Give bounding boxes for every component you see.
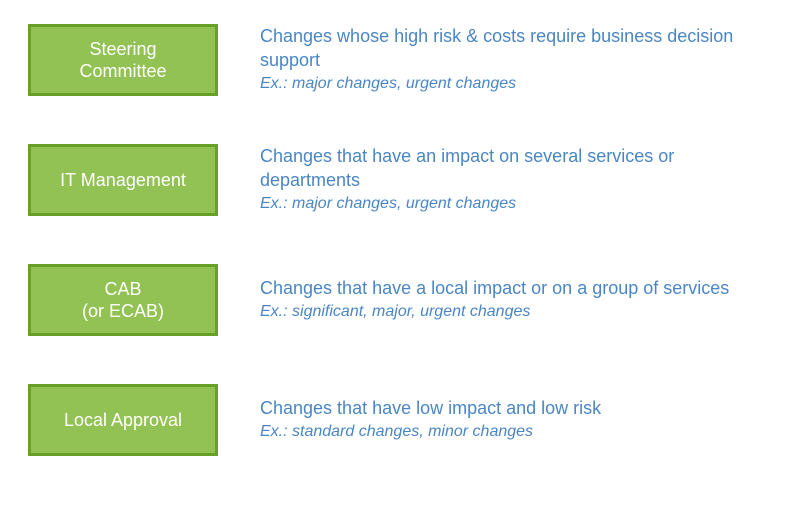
level-description: Changes that have an impact on several s…: [260, 145, 772, 192]
level-row-steering: Steering Committee Changes whose high ri…: [28, 24, 772, 96]
level-title: CAB (or ECAB): [82, 278, 164, 323]
level-description: Changes that have low impact and low ris…: [260, 397, 772, 420]
level-example: Ex.: significant, major, urgent changes: [260, 302, 772, 323]
level-example: Ex.: standard changes, minor changes: [260, 422, 772, 443]
level-title: Local Approval: [64, 409, 182, 432]
level-title: IT Management: [60, 169, 186, 192]
level-desc-steering: Changes whose high risk & costs require …: [218, 25, 772, 95]
level-box-it-management: IT Management: [28, 144, 218, 216]
level-example: Ex.: major changes, urgent changes: [260, 74, 772, 95]
level-desc-it-management: Changes that have an impact on several s…: [218, 145, 772, 215]
level-row-it-management: IT Management Changes that have an impac…: [28, 144, 772, 216]
level-description: Changes that have a local impact or on a…: [260, 277, 772, 300]
level-description: Changes whose high risk & costs require …: [260, 25, 772, 72]
level-desc-cab: Changes that have a local impact or on a…: [218, 277, 772, 323]
level-row-local-approval: Local Approval Changes that have low imp…: [28, 384, 772, 456]
level-desc-local-approval: Changes that have low impact and low ris…: [218, 397, 772, 443]
level-example: Ex.: major changes, urgent changes: [260, 194, 772, 215]
level-box-local-approval: Local Approval: [28, 384, 218, 456]
level-box-steering: Steering Committee: [28, 24, 218, 96]
level-row-cab: CAB (or ECAB) Changes that have a local …: [28, 264, 772, 336]
level-box-cab: CAB (or ECAB): [28, 264, 218, 336]
level-title: Steering Committee: [79, 38, 166, 83]
